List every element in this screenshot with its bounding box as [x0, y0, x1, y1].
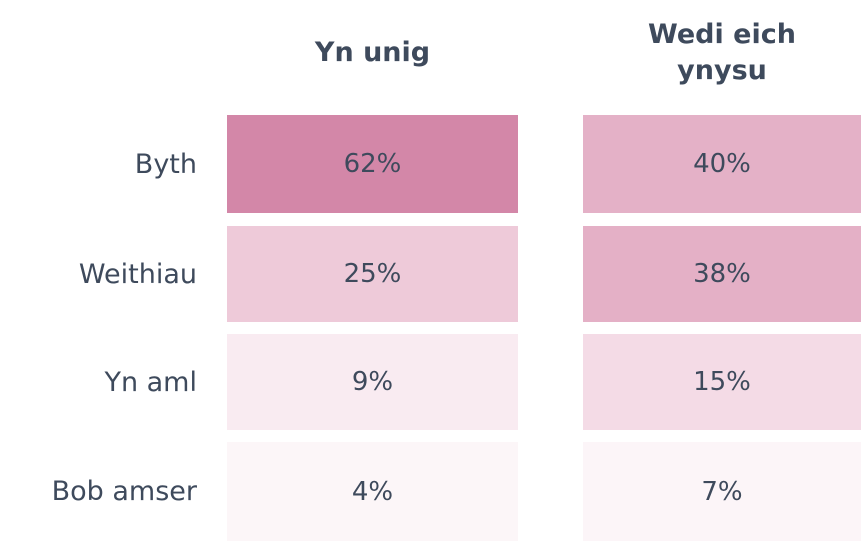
cell-label: 4% — [351, 476, 394, 507]
cell-label: 9% — [351, 367, 394, 397]
heat-cell: 62% — [227, 115, 518, 213]
heat-cell: 25% — [227, 226, 518, 322]
column-header: Wedi eich ynysu — [648, 18, 796, 86]
heat-cell: 7% — [583, 442, 861, 541]
row-label: Yn aml — [104, 366, 197, 398]
cell-label: 38% — [693, 259, 751, 289]
row-label: Weithiau — [78, 258, 197, 290]
heat-cell: 40% — [583, 115, 861, 213]
cell-label: 25% — [343, 259, 402, 289]
cell-label: 7% — [701, 476, 743, 507]
row-label: Byth — [134, 148, 197, 180]
heat-cell: 4% — [227, 442, 518, 541]
cell-label: 40% — [693, 149, 751, 179]
row-label: Bob amser — [51, 476, 197, 507]
heat-cell: 15% — [583, 334, 861, 430]
cell-label: 15% — [693, 367, 751, 397]
column-header: Yn unig — [314, 36, 431, 68]
heat-cell: 38% — [583, 226, 861, 322]
heat-cell: 9% — [227, 334, 518, 430]
cell-label: 62% — [343, 149, 402, 179]
